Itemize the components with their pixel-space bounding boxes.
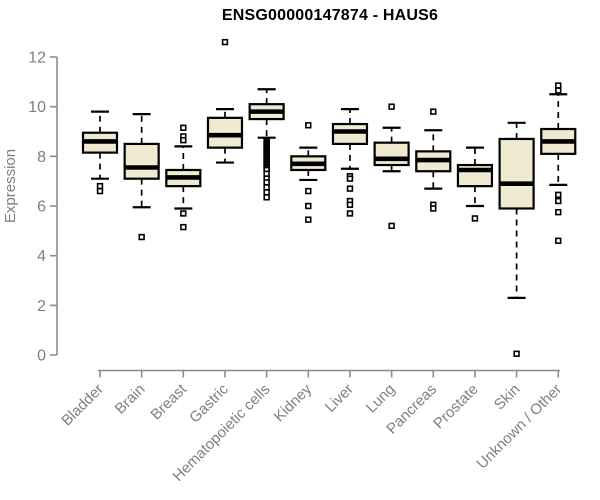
outlier-point: [471, 215, 479, 222]
outlier-point: [180, 210, 187, 217]
x-tick-label-liver: Liver: [322, 381, 357, 416]
x-tick-label-bladder: Bladder: [58, 381, 107, 430]
outlier-point: [555, 209, 562, 216]
outlier-point: [346, 175, 354, 182]
y-axis: 0 2 4 6 8 10 12 Expression: [2, 50, 58, 365]
outlier-point: [388, 222, 395, 230]
outlier-point: [263, 194, 270, 201]
outlier-point: [555, 191, 562, 199]
outlier-point: [346, 185, 354, 192]
outlier-point: [555, 197, 562, 205]
outlier-point: [96, 182, 104, 190]
y-tick-label: 12: [28, 50, 46, 67]
outlier-point: [555, 87, 562, 94]
y-tick-label: 0: [37, 348, 46, 365]
x-tick-label-kidney: Kidney: [271, 380, 316, 425]
box-brain: [123, 113, 160, 241]
x-tick-label-breast: Breast: [147, 380, 190, 423]
box-pancreas: [415, 108, 452, 212]
outlier-point: [388, 103, 395, 110]
y-tick-label: 10: [28, 99, 46, 116]
x-tick-label-prostate: Prostate: [430, 381, 482, 433]
chart-title: ENSG00000147874 - HAUS6: [221, 7, 439, 24]
outlier-point: [263, 184, 270, 191]
iqr-box: [331, 122, 369, 146]
box-gastric: [206, 38, 244, 164]
box-breast: [165, 124, 202, 231]
iqr-box: [123, 142, 160, 180]
box-bladder: [81, 110, 119, 195]
iqr-box: [498, 137, 535, 210]
box-hematopoietic-cells: [248, 88, 285, 201]
outlier-point: [180, 223, 187, 231]
outlier-point: [346, 201, 354, 208]
box-prostate: [456, 146, 494, 222]
y-tick-label: 2: [37, 298, 46, 315]
box-skin: [498, 121, 535, 357]
outlier-point: [263, 179, 270, 186]
y-tick-label: 4: [37, 248, 46, 265]
iqr-box: [206, 116, 244, 149]
outlier-point: [430, 205, 437, 212]
iqr-box: [373, 141, 410, 167]
outlier-point: [305, 122, 312, 129]
x-tick-label-lung: Lung: [363, 381, 399, 417]
outlier-point: [555, 237, 562, 244]
box-kidney: [290, 122, 327, 223]
outlier-point: [180, 124, 187, 131]
outlier-point: [513, 350, 520, 357]
x-tick-label-brain: Brain: [112, 381, 149, 418]
outlier-point: [263, 170, 270, 177]
y-tick-label: 6: [37, 199, 46, 216]
outlier-point: [138, 233, 145, 241]
outlier-point: [263, 189, 270, 196]
outlier-point: [430, 108, 437, 115]
outlier-point: [305, 202, 312, 210]
outlier-point: [555, 82, 562, 89]
outlier-point: [221, 38, 229, 46]
box-lung: [373, 103, 410, 230]
box-unknown-other: [540, 82, 577, 244]
outlier-point: [180, 136, 187, 144]
outlier-point: [305, 216, 312, 223]
y-axis-title: Expression: [2, 149, 19, 223]
outlier-point: [346, 210, 354, 217]
x-tick-label-skin: Skin: [491, 381, 524, 414]
box-liver: [331, 108, 369, 217]
outlier-point: [96, 187, 104, 195]
outlier-point: [305, 187, 312, 195]
y-tick-label: 8: [37, 149, 46, 166]
